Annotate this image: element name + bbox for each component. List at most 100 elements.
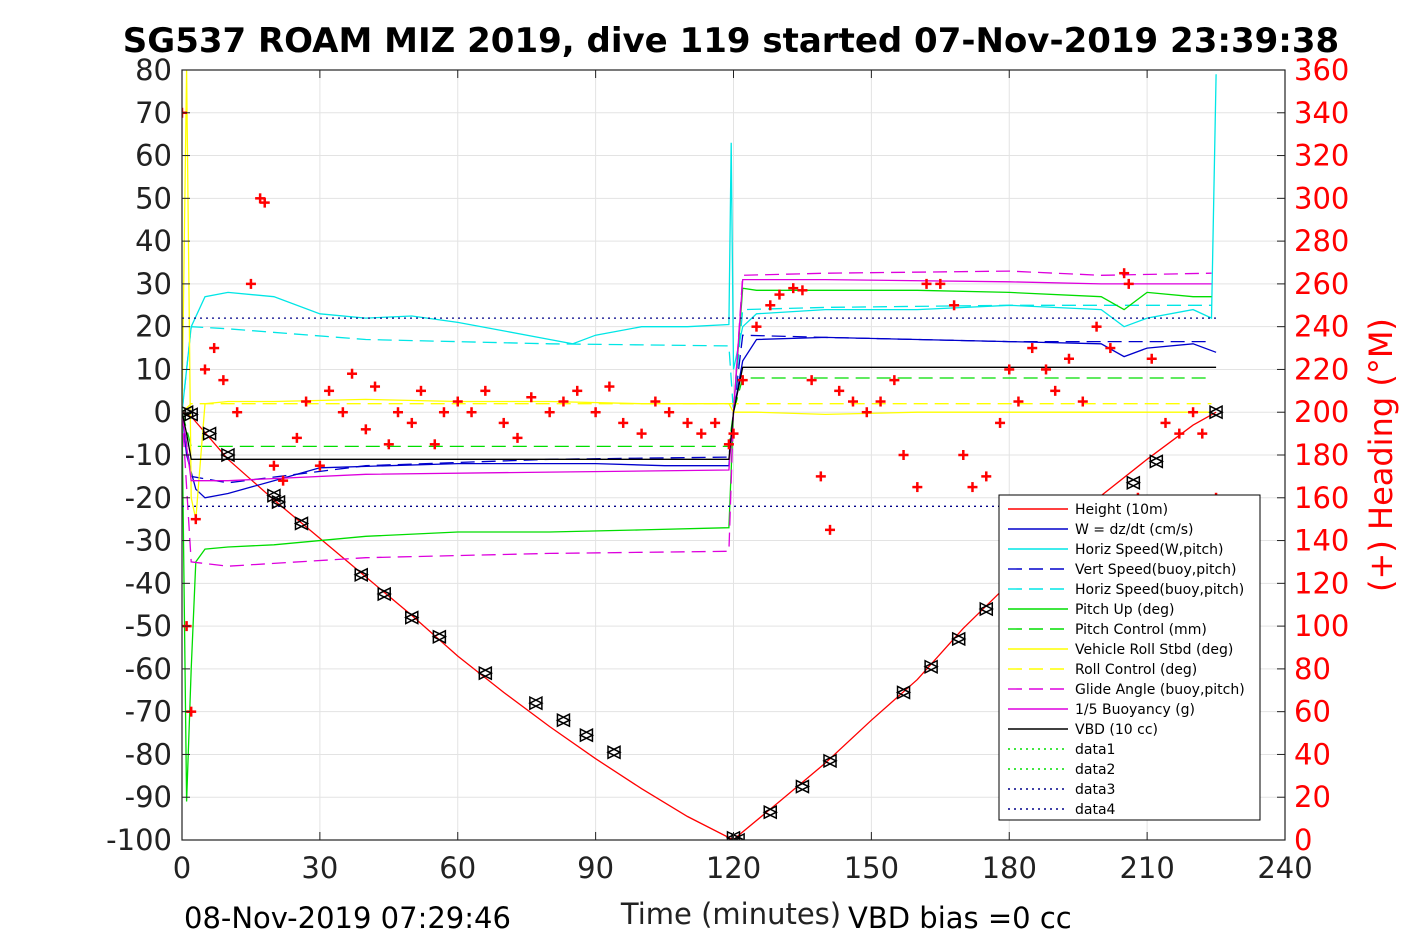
- dive-marker: [951, 631, 967, 647]
- heading-marker: [544, 407, 555, 418]
- heading-marker: [815, 471, 826, 482]
- x-tick-label: 0: [173, 851, 191, 885]
- dive-marker: [477, 665, 494, 681]
- dive-marker: [353, 567, 369, 582]
- dive-marker-left: [431, 629, 447, 645]
- heading-marker: [301, 396, 312, 407]
- heading-marker: [636, 428, 647, 439]
- legend-label-10: Glide Angle (buoy,pitch): [1075, 682, 1245, 698]
- dive-marker: [923, 659, 939, 674]
- heading-marker: [788, 283, 799, 294]
- dive-marker-left: [822, 753, 837, 769]
- dive-marker-left: [730, 832, 745, 840]
- heading-marker: [1004, 364, 1015, 375]
- y-right-tick-label: 200: [1294, 395, 1349, 429]
- dive-marker-left: [477, 665, 493, 681]
- y-left-tick-label: 20: [135, 310, 172, 344]
- heading-marker: [618, 417, 629, 428]
- heading-marker: [696, 428, 707, 439]
- heading-marker: [949, 300, 960, 311]
- heading-marker: [232, 407, 243, 418]
- heading-marker: [1174, 428, 1185, 439]
- heading-marker: [728, 428, 739, 439]
- x-tick-label: 210: [1119, 851, 1174, 885]
- heading-marker: [314, 460, 325, 471]
- heading-marker: [466, 407, 477, 418]
- dive-marker: [822, 753, 838, 769]
- heading-marker: [1160, 417, 1171, 428]
- legend-label-8: Vehicle Roll Stbd (deg): [1075, 642, 1233, 658]
- heading-marker: [995, 417, 1006, 428]
- dive-marker-left: [293, 516, 309, 531]
- dive-marker-left: [353, 567, 368, 582]
- dive-marker-left: [376, 586, 391, 602]
- dive-marker-left: [951, 631, 966, 647]
- dive-marker: [606, 745, 622, 760]
- y-right-tick-label: 340: [1294, 96, 1349, 130]
- heading-marker: [452, 396, 463, 407]
- dive-marker-left: [1208, 405, 1223, 420]
- heading-marker: [480, 385, 491, 396]
- plot-area: [182, 70, 1224, 840]
- dive-marker-left: [794, 779, 810, 794]
- heading-marker: [438, 407, 449, 418]
- heading-marker: [383, 439, 394, 450]
- y-left-tick-label: 60: [135, 139, 172, 173]
- y-left-tick-label: -60: [125, 652, 172, 686]
- dive-marker-left: [270, 494, 286, 510]
- heading-marker: [682, 417, 693, 428]
- y-left-tick-label: 30: [135, 267, 172, 301]
- y-left-tick-label: -80: [125, 737, 172, 771]
- heading-marker: [429, 439, 440, 450]
- dive-marker: [376, 586, 392, 602]
- x-tick-label: 240: [1257, 851, 1312, 885]
- heading-marker: [512, 432, 523, 443]
- right-axis-label: (+) Heading (°M): [1362, 318, 1400, 592]
- legend-label-2: W = dz/dt (cm/s): [1075, 522, 1194, 538]
- heading-marker: [278, 475, 289, 486]
- heading-marker: [664, 407, 675, 418]
- heading-marker: [967, 482, 978, 493]
- dive-marker: [794, 779, 811, 794]
- dive-marker: [293, 516, 310, 531]
- heading-marker: [861, 407, 872, 418]
- heading-marker: [526, 392, 537, 403]
- y-left-tick-label: 50: [135, 181, 172, 215]
- legend-label-7: Pitch Control (mm): [1075, 622, 1207, 638]
- dive-marker-left: [404, 610, 419, 625]
- dive-marker: [270, 494, 287, 510]
- y-left-tick-label: -20: [125, 481, 172, 515]
- legend-label-16: data4: [1075, 802, 1116, 818]
- dive-marker-left: [1125, 475, 1141, 491]
- dive-marker: [1125, 475, 1142, 491]
- heading-marker: [806, 375, 817, 386]
- heading-marker: [1077, 396, 1088, 407]
- y-right-tick-label: 120: [1294, 566, 1349, 600]
- legend-label-14: data2: [1075, 762, 1115, 778]
- chart-title: SG537 ROAM MIZ 2019, dive 119 started 07…: [123, 21, 1339, 61]
- heading-marker: [1188, 407, 1199, 418]
- series-line-2: [182, 336, 1217, 499]
- heading-marker: [825, 524, 836, 535]
- heading-marker: [765, 300, 776, 311]
- heading-marker: [190, 514, 201, 525]
- y-right-tick-label: 60: [1294, 695, 1331, 729]
- y-left-tick-label: 10: [135, 352, 172, 386]
- dive-marker-left: [923, 659, 938, 674]
- heading-marker: [406, 417, 417, 428]
- series-layer: [182, 70, 1224, 840]
- y-right-tick-label: 80: [1294, 652, 1331, 686]
- y-right-tick-label: 180: [1294, 438, 1349, 472]
- heading-marker: [209, 343, 220, 354]
- dive-marker: [895, 685, 912, 700]
- dive-marker-left: [555, 713, 571, 728]
- dive-marker-left: [528, 695, 543, 711]
- dive-marker: [555, 713, 572, 728]
- y-right-tick-label: 300: [1294, 181, 1349, 215]
- heading-marker: [774, 289, 785, 300]
- dive-marker: [1148, 454, 1164, 469]
- legend: Height (10m) W = dz/dt (cm/s) Horiz Speed(…: [998, 494, 1261, 821]
- heading-marker: [847, 396, 858, 407]
- heading-marker: [650, 396, 661, 407]
